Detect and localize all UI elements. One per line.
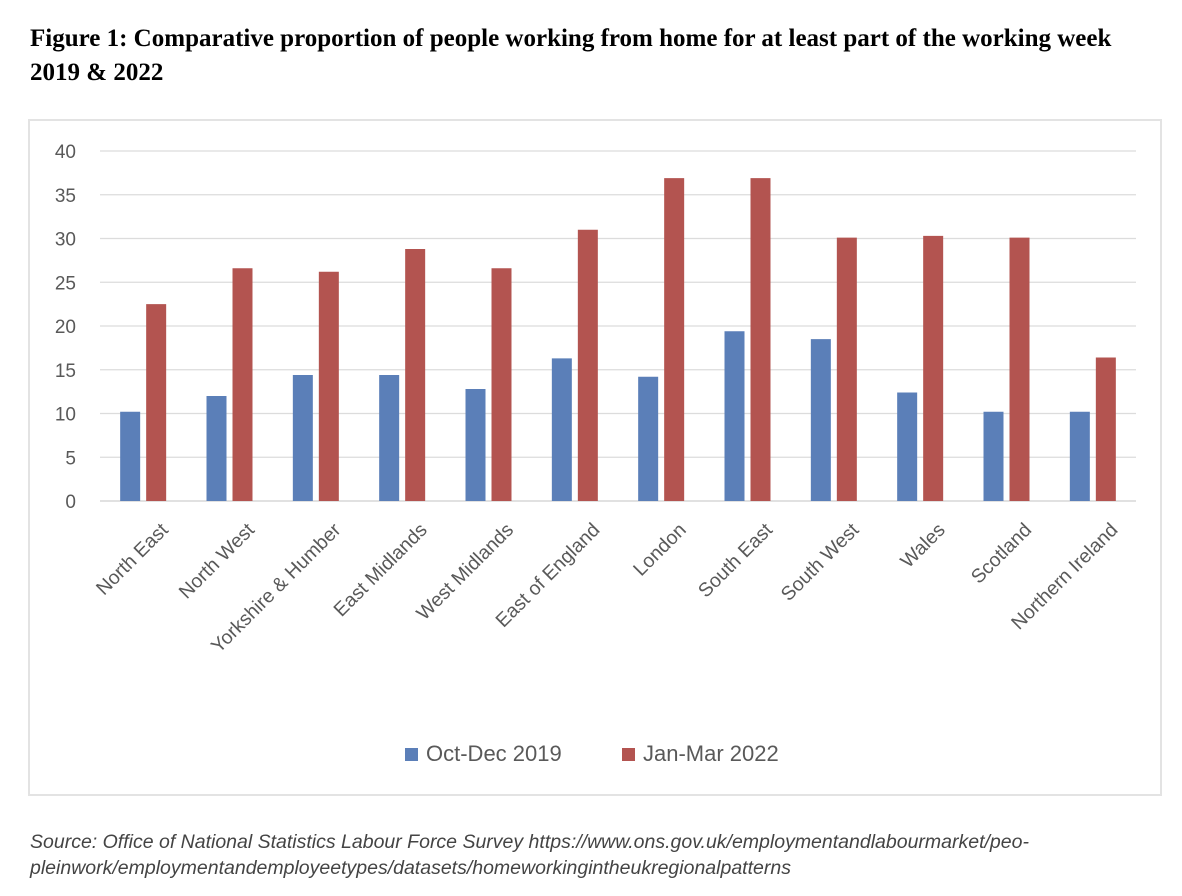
bar-jan-mar-2022 [836,237,857,501]
y-tick-label: 10 [55,405,76,426]
bar-oct-dec-2019 [638,376,659,501]
x-tick-label: London [629,519,691,581]
bar-oct-dec-2019 [724,331,745,501]
legend-swatch-oct-dec-2019 [405,748,418,761]
bar-jan-mar-2022 [491,268,512,501]
bar-oct-dec-2019 [292,375,313,501]
y-tick-label: 5 [65,448,76,469]
bar-jan-mar-2022 [318,271,339,501]
x-tick-label: North West [175,519,260,604]
bar-oct-dec-2019 [465,389,486,501]
y-tick-label: 0 [65,492,76,513]
bar-oct-dec-2019 [551,358,572,501]
bar-jan-mar-2022 [232,268,253,501]
y-tick-label: 20 [55,317,76,338]
source-note-line-2: pleinwork/employmentandemployeetypes/dat… [30,857,791,879]
bar-jan-mar-2022 [146,304,167,501]
x-tick-label: South West [777,519,864,606]
x-tick-label: Wales [896,519,950,573]
bar-oct-dec-2019 [206,396,227,501]
bar-oct-dec-2019 [379,375,400,501]
bar-oct-dec-2019 [983,411,1004,501]
bar-jan-mar-2022 [923,235,944,501]
bar-jan-mar-2022 [750,178,771,501]
bar-oct-dec-2019 [897,392,918,501]
legend-label-oct-dec-2019: Oct-Dec 2019 [426,741,562,766]
bar-jan-mar-2022 [1009,237,1030,501]
bar-jan-mar-2022 [664,178,685,501]
y-tick-label: 25 [55,273,76,294]
bar-oct-dec-2019 [120,411,141,501]
source-note: Source: Office of National Statistics La… [30,829,1160,881]
legend-swatch-jan-mar-2022 [622,748,635,761]
chart-frame: 0 5 10 15 20 25 30 35 40 North East North West York… [28,119,1162,796]
bar-oct-dec-2019 [810,339,831,501]
y-tick-label: 35 [55,186,76,207]
x-tick-label: Scotland [967,519,1036,588]
y-tick-label: 15 [55,361,76,382]
figure-title: Figure 1: Comparative proportion of peop… [30,25,1112,86]
bar-jan-mar-2022 [1095,357,1116,501]
legend-label-jan-mar-2022: Jan-Mar 2022 [643,741,779,766]
source-note-line-1: Source: Office of National Statistics La… [30,831,1029,853]
x-tick-label: North East [92,519,173,600]
y-tick-label: 30 [55,230,76,251]
y-tick-label: 40 [55,142,76,163]
bar-jan-mar-2022 [405,249,426,501]
bar-jan-mar-2022 [577,229,598,501]
x-tick-label: South East [694,519,777,602]
bar-oct-dec-2019 [1069,411,1090,501]
